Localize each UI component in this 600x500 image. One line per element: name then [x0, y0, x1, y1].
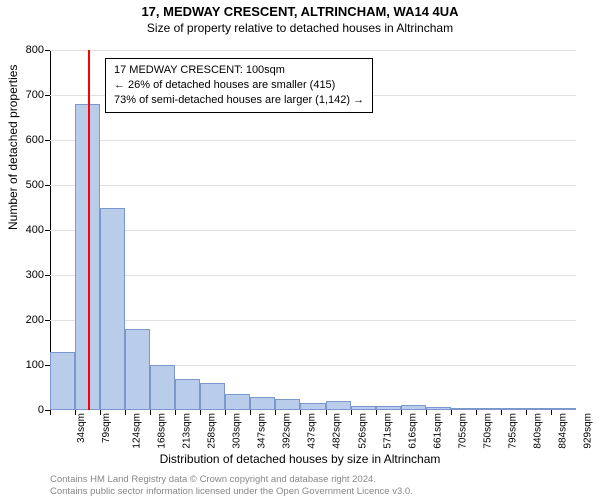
- histogram-bar: [526, 408, 551, 410]
- histogram-bar: [501, 408, 526, 410]
- gridline: [50, 230, 576, 231]
- xtick-label: 795sqm: [507, 413, 518, 449]
- xtick-mark: [75, 410, 76, 415]
- xtick-label: 705sqm: [457, 413, 468, 449]
- histogram-bar: [551, 408, 576, 410]
- xtick-mark: [351, 410, 352, 415]
- histogram-bar: [250, 397, 275, 411]
- legend-line-3: 73% of semi-detached houses are larger (…: [114, 93, 364, 108]
- gridline: [50, 320, 576, 321]
- ytick-label: 600: [26, 134, 50, 146]
- xtick-label: 392sqm: [282, 413, 293, 449]
- ytick-label: 800: [26, 44, 50, 56]
- xtick-label: 347sqm: [257, 413, 268, 449]
- xtick-label: 571sqm: [382, 413, 393, 449]
- xtick-label: 34sqm: [76, 413, 87, 443]
- gridline: [50, 275, 576, 276]
- xtick-label: 526sqm: [357, 413, 368, 449]
- gridline: [50, 140, 576, 141]
- histogram-bar: [300, 403, 325, 410]
- xtick-mark: [476, 410, 477, 415]
- histogram-bar: [150, 365, 175, 410]
- xtick-label: 437sqm: [307, 413, 318, 449]
- ytick-label: 100: [26, 359, 50, 371]
- x-axis-label: Distribution of detached houses by size …: [0, 452, 600, 466]
- histogram-bar: [200, 383, 225, 410]
- xtick-mark: [225, 410, 226, 415]
- histogram-bar: [476, 408, 501, 410]
- histogram-bar: [376, 406, 401, 410]
- xtick-label: 79sqm: [101, 413, 112, 443]
- xtick-mark: [175, 410, 176, 415]
- xtick-mark: [401, 410, 402, 415]
- ytick-label: 0: [38, 404, 50, 416]
- xtick-mark: [551, 410, 552, 415]
- page-title: 17, MEDWAY CRESCENT, ALTRINCHAM, WA14 4U…: [0, 0, 600, 19]
- page-subtitle: Size of property relative to detached ho…: [0, 19, 600, 35]
- histogram-bar: [50, 352, 75, 411]
- histogram-bar: [225, 394, 250, 410]
- histogram-bar: [351, 406, 376, 410]
- xtick-label: 168sqm: [157, 413, 168, 449]
- xtick-mark: [451, 410, 452, 415]
- xtick-mark: [300, 410, 301, 415]
- xtick-mark: [125, 410, 126, 415]
- histogram-bar: [175, 379, 200, 411]
- legend-box: 17 MEDWAY CRESCENT: 100sqm ← 26% of deta…: [105, 58, 373, 113]
- histogram-bar: [125, 329, 150, 410]
- xtick-label: 750sqm: [482, 413, 493, 449]
- ytick-label: 200: [26, 314, 50, 326]
- histogram-bar: [326, 401, 351, 410]
- xtick-label: 884sqm: [557, 413, 568, 449]
- ytick-label: 700: [26, 89, 50, 101]
- legend-line-2: ← 26% of detached houses are smaller (41…: [114, 78, 364, 93]
- gridline: [50, 50, 576, 51]
- property-marker-line: [88, 50, 90, 410]
- histogram-bar: [275, 399, 300, 410]
- legend-line-1: 17 MEDWAY CRESCENT: 100sqm: [114, 63, 364, 78]
- xtick-label: 840sqm: [532, 413, 543, 449]
- xtick-mark: [501, 410, 502, 415]
- xtick-mark: [426, 410, 427, 415]
- plot-area: 010020030040050060070080034sqm79sqm124sq…: [50, 50, 576, 410]
- xtick-label: 929sqm: [583, 413, 594, 449]
- xtick-label: 303sqm: [232, 413, 243, 449]
- xtick-label: 258sqm: [207, 413, 218, 449]
- xtick-mark: [50, 410, 51, 415]
- histogram-bar: [100, 208, 125, 411]
- histogram-bar: [426, 407, 451, 410]
- xtick-mark: [200, 410, 201, 415]
- gridline: [50, 185, 576, 186]
- ytick-label: 300: [26, 269, 50, 281]
- xtick-label: 661sqm: [432, 413, 443, 449]
- xtick-mark: [250, 410, 251, 415]
- ytick-label: 400: [26, 224, 50, 236]
- footer-line-1: Contains HM Land Registry data © Crown c…: [50, 474, 413, 486]
- xtick-mark: [376, 410, 377, 415]
- footer-line-2: Contains public sector information licen…: [50, 486, 413, 498]
- histogram-bar: [401, 405, 426, 410]
- xtick-mark: [326, 410, 327, 415]
- xtick-mark: [150, 410, 151, 415]
- xtick-label: 124sqm: [132, 413, 143, 449]
- ytick-label: 500: [26, 179, 50, 191]
- xtick-mark: [100, 410, 101, 415]
- xtick-label: 213sqm: [182, 413, 193, 449]
- footer: Contains HM Land Registry data © Crown c…: [50, 474, 413, 498]
- histogram-bar: [451, 408, 476, 410]
- xtick-mark: [526, 410, 527, 415]
- xtick-mark: [275, 410, 276, 415]
- xtick-label: 616sqm: [407, 413, 418, 449]
- xtick-label: 482sqm: [332, 413, 343, 449]
- y-axis-label: Number of detached properties: [6, 65, 20, 230]
- chart-container: 17, MEDWAY CRESCENT, ALTRINCHAM, WA14 4U…: [0, 0, 600, 500]
